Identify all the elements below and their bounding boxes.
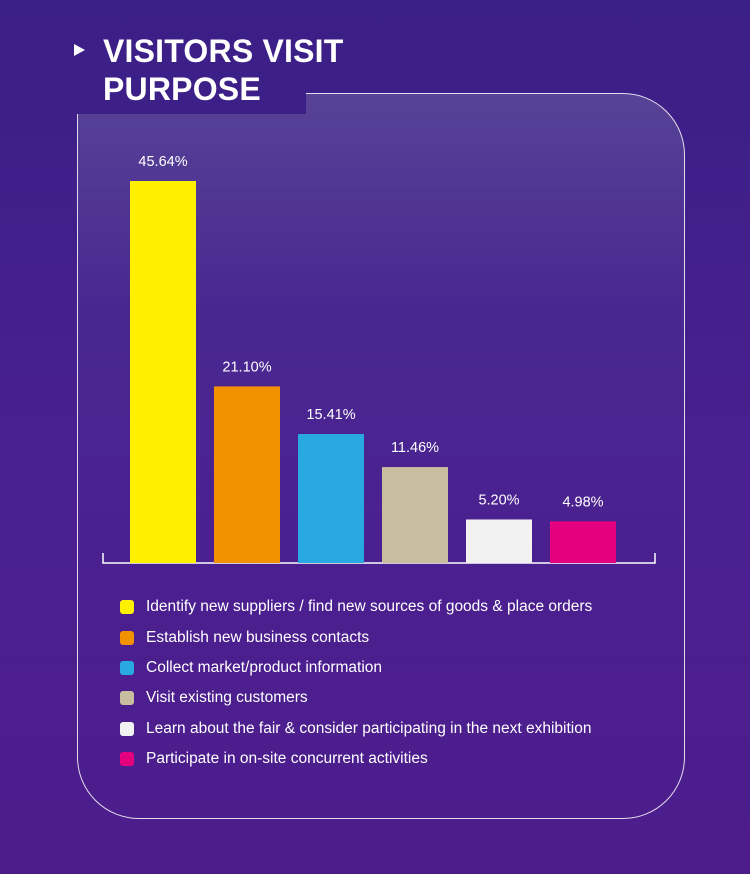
bar-value-label-4: 11.46% bbox=[391, 440, 439, 456]
chart-legend: Identify new suppliers / find new source… bbox=[120, 592, 592, 774]
legend-label-1: Identify new suppliers / find new source… bbox=[146, 598, 593, 616]
legend-item-2: Establish new business contacts bbox=[120, 622, 592, 652]
legend-label-4: Visit existing customers bbox=[146, 689, 308, 707]
bar-5 bbox=[466, 519, 532, 563]
legend-swatch-3 bbox=[120, 660, 134, 675]
bar-6 bbox=[550, 521, 616, 563]
bar-1 bbox=[130, 181, 196, 563]
legend-item-6: Participate in on-site concurrent activi… bbox=[120, 744, 592, 774]
title-line-1: VISITORS VISIT bbox=[103, 33, 344, 69]
legend-swatch-5 bbox=[120, 721, 134, 736]
legend-item-5: Learn about the fair & consider particip… bbox=[120, 714, 592, 744]
bar-4 bbox=[382, 467, 448, 563]
page-title: VISITORS VISIT PURPOSE bbox=[103, 32, 403, 108]
title-background bbox=[74, 80, 306, 114]
legend-item-4: Visit existing customers bbox=[120, 683, 592, 713]
bar-value-label-2: 21.10% bbox=[222, 359, 271, 375]
bar-value-label-6: 4.98% bbox=[562, 494, 603, 510]
bar-2 bbox=[214, 386, 280, 563]
legend-swatch-6 bbox=[120, 752, 134, 767]
legend-label-5: Learn about the fair & consider particip… bbox=[146, 719, 592, 737]
bar-value-label-1: 45.64% bbox=[138, 154, 187, 170]
bar-3 bbox=[298, 434, 364, 563]
legend-label-3: Collect market/product information bbox=[146, 658, 383, 676]
x-axis-line bbox=[102, 553, 656, 564]
bar-value-label-3: 15.41% bbox=[306, 407, 355, 423]
bar-value-label-5: 5.20% bbox=[478, 492, 519, 508]
legend-item-1: Identify new suppliers / find new source… bbox=[120, 592, 592, 622]
legend-swatch-4 bbox=[120, 691, 134, 706]
title-line-2: PURPOSE bbox=[103, 71, 261, 107]
legend-swatch-2 bbox=[120, 630, 134, 645]
play-icon bbox=[74, 44, 85, 56]
legend-label-6: Participate in on-site concurrent activi… bbox=[146, 750, 428, 768]
legend-label-2: Establish new business contacts bbox=[146, 628, 370, 646]
legend-swatch-1 bbox=[120, 600, 134, 615]
chart-frame bbox=[77, 93, 685, 819]
legend-item-3: Collect market/product information bbox=[120, 653, 592, 683]
